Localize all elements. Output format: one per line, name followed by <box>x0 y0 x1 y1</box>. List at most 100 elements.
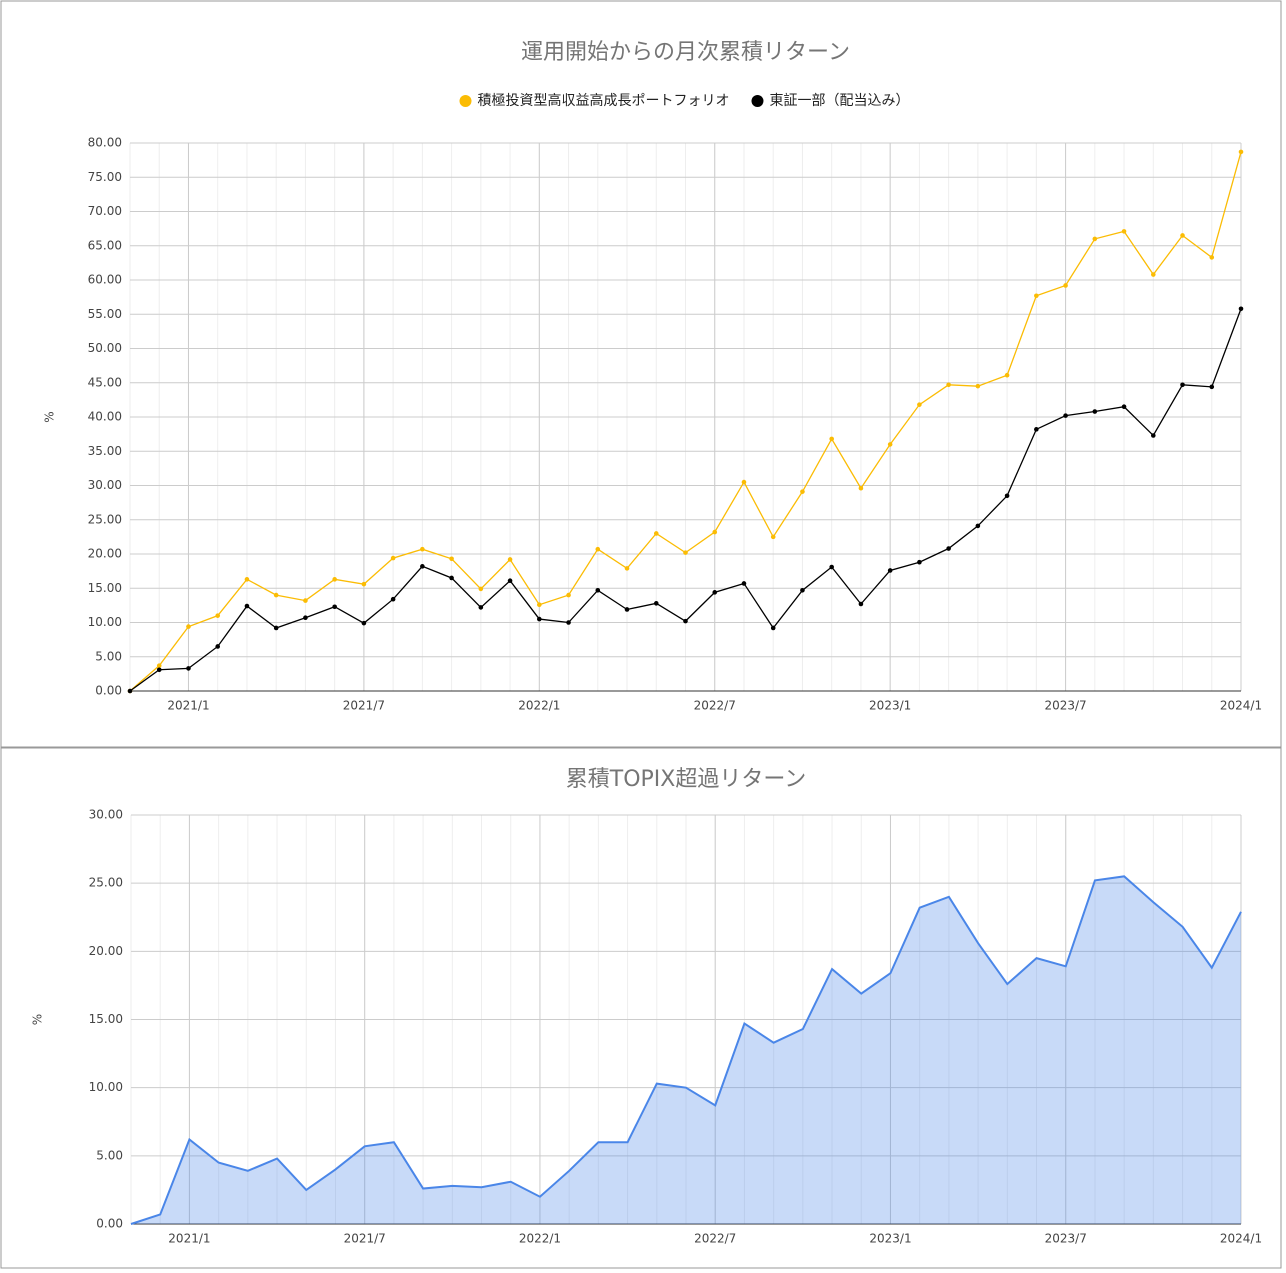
point <box>566 620 571 625</box>
y-tick-label: 15.00 <box>88 581 122 595</box>
x-tick-label: 2022/7 <box>694 1232 736 1246</box>
point <box>361 620 367 626</box>
y-tick-label: 15.00 <box>89 1012 123 1026</box>
point <box>946 382 951 388</box>
point <box>800 489 805 494</box>
point <box>887 442 893 447</box>
point <box>478 586 484 592</box>
y-tick-label: 10.00 <box>88 615 122 629</box>
y-tick-label: 40.00 <box>88 410 122 424</box>
point <box>829 436 834 442</box>
point <box>1121 229 1127 234</box>
x-tick-label: 2021/1 <box>167 699 209 713</box>
area <box>131 876 1241 1224</box>
point <box>332 577 337 582</box>
point <box>244 603 250 609</box>
point <box>1238 149 1244 155</box>
x-tick-label: 2023/1 <box>869 699 911 713</box>
point <box>624 607 630 612</box>
point <box>741 581 747 586</box>
point <box>1180 233 1185 238</box>
point <box>712 590 718 595</box>
point <box>1238 306 1244 312</box>
y-tick-label: 10.00 <box>89 1080 123 1094</box>
y-tick-label: 50.00 <box>88 341 122 355</box>
point <box>449 575 454 581</box>
point <box>1092 236 1098 242</box>
y-tick-label: 55.00 <box>88 307 122 321</box>
y-axis-label: % <box>31 1014 45 1025</box>
chart-title: 累積TOPIX超過リターン <box>566 767 806 792</box>
point <box>624 566 630 571</box>
point <box>1150 272 1156 277</box>
point <box>1063 413 1068 418</box>
x-tick-label: 2023/7 <box>1045 1232 1087 1246</box>
point <box>420 564 425 569</box>
point <box>770 534 776 540</box>
point <box>244 577 250 582</box>
panel <box>0 0 1282 748</box>
point <box>156 663 162 668</box>
point <box>741 479 747 485</box>
point <box>478 605 484 610</box>
x-tick-label: 2024/1 <box>1220 699 1262 713</box>
point <box>595 588 601 593</box>
point <box>507 557 513 562</box>
y-tick-label: 5.00 <box>95 649 122 663</box>
y-tick-label: 65.00 <box>88 238 122 252</box>
y-tick-label: 0.00 <box>96 1217 123 1231</box>
point <box>507 578 513 584</box>
point <box>537 616 542 622</box>
point <box>712 529 718 535</box>
y-tick-label: 70.00 <box>88 204 122 218</box>
y-tick-label: 0.00 <box>95 684 122 698</box>
x-tick-label: 2024/1 <box>1220 1232 1262 1246</box>
y-tick-label: 75.00 <box>88 170 122 184</box>
x-tick-label: 2021/7 <box>343 699 385 713</box>
x-tick-label: 2023/7 <box>1044 699 1086 713</box>
x-tick-label: 2022/1 <box>519 1232 561 1246</box>
point <box>683 550 688 555</box>
panel <box>0 747 1282 1269</box>
point <box>215 644 221 649</box>
point <box>303 615 308 621</box>
point <box>975 383 981 389</box>
y-tick-label: 30.00 <box>88 478 122 492</box>
point <box>1150 433 1156 438</box>
point <box>1121 404 1127 410</box>
point <box>273 625 279 631</box>
point <box>1004 493 1010 499</box>
point <box>537 602 542 607</box>
x-tick-label: 2022/7 <box>694 699 736 713</box>
point <box>1180 382 1185 388</box>
x-tick-label: 2022/1 <box>518 699 560 713</box>
point <box>887 568 893 573</box>
point <box>917 402 922 407</box>
point <box>420 546 425 552</box>
point <box>215 613 221 618</box>
point <box>917 559 922 565</box>
point <box>653 531 659 536</box>
point <box>332 604 337 610</box>
legend-label: 東証一部（配当込み） <box>770 93 910 109</box>
x-tick-label: 2023/1 <box>869 1232 911 1246</box>
area-line <box>130 875 1242 1225</box>
legend-marker <box>459 95 472 107</box>
point <box>1092 409 1098 414</box>
point <box>829 564 834 570</box>
point <box>449 556 454 562</box>
y-tick-label: 80.00 <box>88 136 122 150</box>
y-tick-label: 25.00 <box>89 876 123 890</box>
point <box>1034 427 1039 432</box>
y-tick-label: 20.00 <box>88 547 122 561</box>
y-axis-label: % <box>43 411 57 422</box>
y-tick-label: 60.00 <box>88 273 122 287</box>
point <box>127 688 133 694</box>
point <box>1209 384 1215 390</box>
point <box>273 592 279 598</box>
point <box>858 601 864 607</box>
point <box>858 485 864 491</box>
point <box>303 598 308 603</box>
point <box>156 667 162 673</box>
